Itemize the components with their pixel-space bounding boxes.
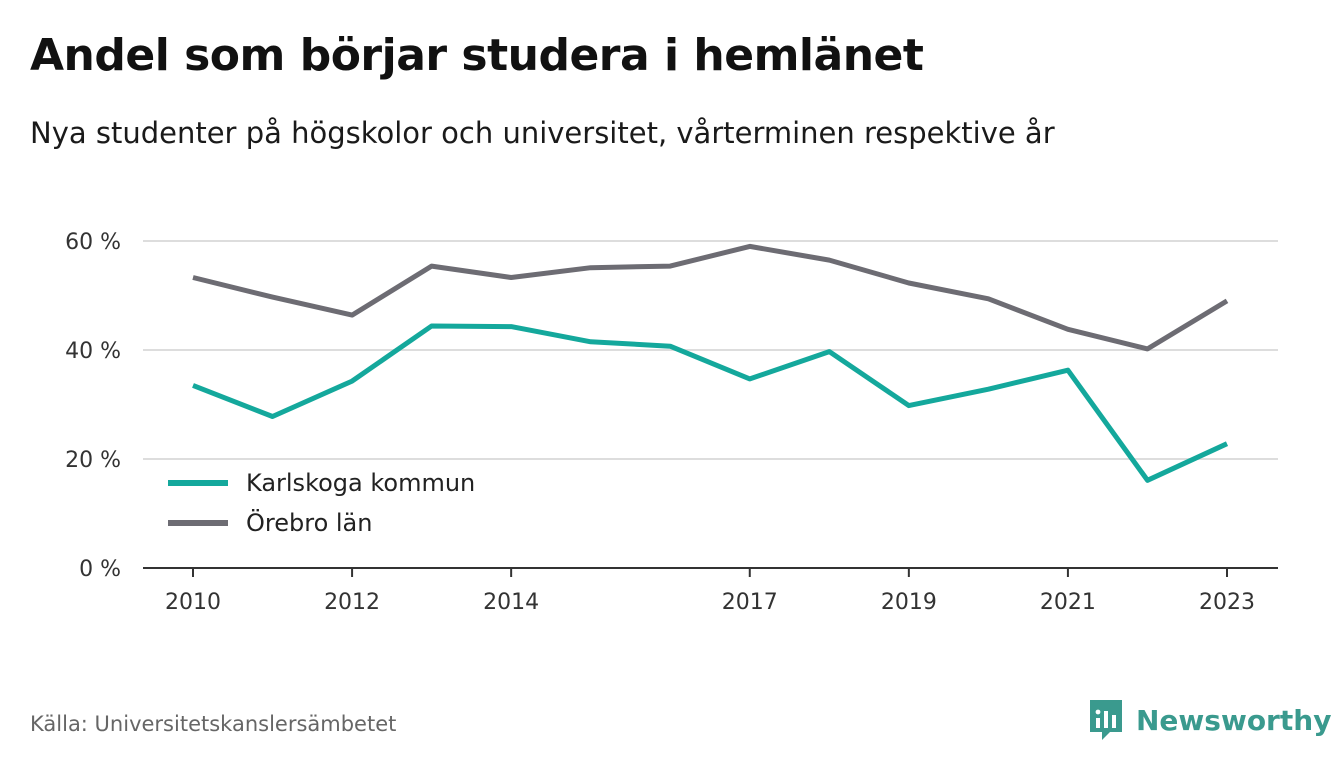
- x-tick-label: 2017: [722, 590, 778, 615]
- y-tick-label: 40 %: [65, 339, 121, 364]
- chart-subtitle: Nya studenter på högskolor och universit…: [30, 116, 1055, 150]
- newsworthy-logo-icon: [1090, 700, 1122, 740]
- legend-label-karlskoga: Karlskoga kommun: [246, 469, 475, 497]
- x-tick-label: 2010: [165, 590, 221, 615]
- x-tick-label: 2012: [324, 590, 380, 615]
- y-tick-label: 20 %: [65, 448, 121, 473]
- x-tick-label: 2023: [1199, 590, 1255, 615]
- legend-label-orebro: Örebro län: [246, 508, 372, 537]
- brand-logo: Newsworthy: [1088, 698, 1331, 742]
- y-tick-label: 60 %: [65, 230, 121, 255]
- brand-name: Newsworthy: [1136, 703, 1332, 737]
- y-tick-label: 0 %: [79, 557, 121, 582]
- x-tick-label: 2019: [881, 590, 937, 615]
- x-tick-label: 2021: [1040, 590, 1096, 615]
- source-note: Källa: Universitetskanslersämbetet: [30, 712, 397, 736]
- series-line-karlskoga: [192, 323, 1229, 483]
- x-tick-label: 2014: [483, 590, 539, 615]
- line-chart: 0 % 20 % 40 % 60 % 2010 2012 2014 2017 2019 2021 2…: [65, 230, 1278, 615]
- series-line-orebro: [192, 243, 1229, 352]
- chart-title: Andel som börjar studera i hemlänet: [30, 30, 924, 81]
